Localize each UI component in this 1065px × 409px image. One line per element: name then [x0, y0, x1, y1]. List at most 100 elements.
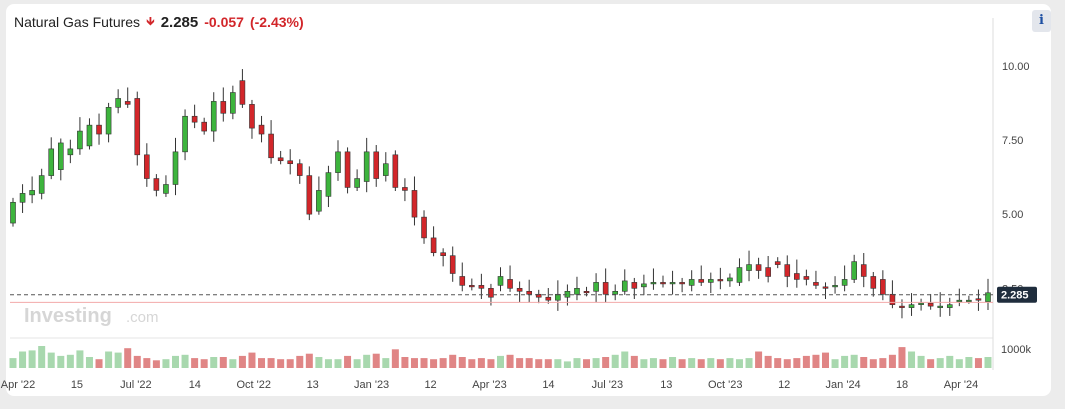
candle-body: [287, 160, 294, 165]
volume-bar: [697, 359, 705, 368]
volume-bar: [305, 353, 313, 368]
candle-body: [153, 178, 160, 191]
info-icon[interactable]: i: [1032, 10, 1051, 32]
candle: [144, 143, 150, 187]
volume-bar: [974, 358, 982, 368]
candle: [870, 272, 877, 297]
candle: [153, 174, 160, 197]
candle: [77, 117, 83, 155]
candle-body: [698, 279, 705, 283]
y-tick-label: 5.00: [1002, 209, 1023, 221]
candle-body: [392, 154, 399, 188]
candle: [641, 274, 647, 296]
candle-body: [707, 279, 714, 283]
candle: [306, 166, 313, 221]
candle: [937, 292, 944, 317]
candle-body: [880, 279, 886, 295]
candle-body: [48, 148, 55, 176]
candle-body: [966, 299, 972, 302]
volume-bar: [229, 359, 237, 368]
x-tick-label: 12: [778, 379, 790, 391]
candle: [880, 270, 886, 301]
candle-body: [335, 151, 341, 173]
candle-body: [182, 115, 188, 153]
candle-body: [717, 279, 724, 282]
volume-bar: [554, 359, 562, 368]
volume-bar: [401, 357, 409, 368]
candle: [985, 278, 991, 310]
candle: [421, 210, 427, 244]
volume-bar: [95, 359, 103, 368]
candle-body: [946, 304, 953, 308]
candle-body: [230, 92, 236, 114]
candle: [459, 262, 466, 292]
candle-body: [220, 101, 227, 114]
candle-body: [373, 151, 380, 179]
candle-body: [937, 305, 944, 308]
candle-body: [918, 302, 924, 305]
candle-body: [832, 285, 838, 288]
volume-bar: [908, 351, 916, 368]
candle: [57, 138, 64, 181]
candle-body: [96, 124, 102, 135]
chart-card: Natural Gas Futures 🡻 2.285 -0.057 (-2.4…: [6, 4, 1051, 396]
candle: [688, 270, 695, 292]
candle-body: [249, 104, 255, 129]
candle-body: [478, 285, 485, 289]
volume-bar: [76, 350, 84, 368]
volume-bar: [334, 359, 342, 368]
x-tick-label: 14: [189, 379, 201, 391]
instrument-title: Natural Gas Futures: [14, 14, 141, 30]
candle: [497, 267, 504, 292]
volume-bar: [258, 358, 266, 368]
candle: [163, 175, 169, 197]
volume-bar: [793, 358, 801, 368]
volume-bar: [898, 347, 906, 368]
candle: [612, 284, 619, 301]
volume-bar: [602, 357, 610, 368]
candle-body: [325, 172, 332, 197]
candle-body: [774, 261, 781, 265]
candle: [115, 89, 121, 114]
volume-bar: [315, 357, 323, 368]
x-tick-label: Apr '22: [1, 379, 36, 391]
candle: [469, 278, 475, 291]
down-arrow-icon: 🡻: [146, 13, 155, 28]
candle: [392, 150, 399, 192]
candle: [210, 92, 217, 142]
candle-body: [688, 279, 695, 286]
candle-body: [10, 201, 16, 224]
candle-body: [115, 98, 121, 108]
volume-bar: [191, 358, 199, 368]
candle-body: [755, 264, 762, 271]
volume-bar: [66, 354, 74, 368]
candle: [784, 255, 791, 288]
candle: [287, 149, 294, 175]
x-tick-label: 15: [71, 379, 83, 391]
candle-body: [105, 107, 112, 135]
volume-bar: [649, 358, 657, 368]
candle-body: [621, 280, 628, 292]
volume-bar: [735, 359, 743, 368]
candle-body: [421, 216, 427, 239]
candle-body: [526, 290, 532, 295]
volume-bar: [955, 359, 963, 368]
volume-bar: [506, 354, 514, 368]
candle: [316, 176, 322, 215]
volume-bar: [458, 357, 466, 368]
last-price: 2.285: [160, 13, 199, 31]
x-tick-label: Jul '23: [592, 379, 623, 391]
candle: [774, 257, 781, 269]
volume-bar: [38, 346, 46, 368]
candle-body: [507, 279, 513, 289]
volume-bar: [152, 360, 160, 368]
candle-body: [794, 273, 800, 280]
candle: [134, 91, 141, 166]
volume-bar: [372, 353, 380, 368]
candle: [535, 289, 542, 304]
volume-bar: [669, 357, 677, 368]
candle: [182, 109, 188, 161]
volume-bar: [430, 359, 438, 368]
candle: [946, 297, 953, 316]
